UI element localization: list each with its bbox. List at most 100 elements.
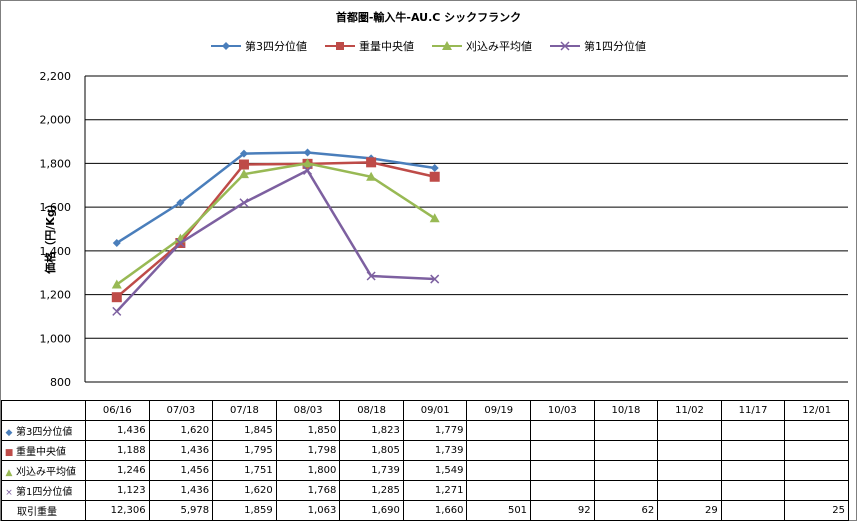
data-label — [466, 420, 532, 441]
data-label: 1,805 — [339, 440, 404, 461]
data-label: 1,285 — [339, 480, 404, 501]
row-header: ▲ 刈込み平均値 — [1, 460, 86, 481]
legend-label: 重量中央値 — [359, 40, 414, 53]
data-label — [657, 440, 722, 461]
data-point — [430, 164, 439, 173]
data-point — [239, 149, 248, 158]
data-point — [303, 148, 312, 157]
data-label — [593, 460, 659, 481]
data-label — [466, 460, 532, 481]
legend-swatch — [325, 42, 355, 50]
data-label: 92 — [530, 500, 595, 521]
data-point — [112, 238, 121, 247]
legend-label: 第3四分位値 — [245, 40, 307, 53]
data-point — [366, 271, 376, 281]
data-label — [530, 460, 595, 481]
table-row: ■ 重量中央値 1,188 1,436 1,795 1,798 1,805 1,739 — [1, 440, 849, 461]
table-row: ▲ 刈込み平均値 1,246 1,456 1,751 1,800 1,739 1,549 — [1, 460, 849, 481]
data-point — [239, 198, 249, 208]
data-label — [593, 420, 659, 441]
data-label: 1,436 — [148, 440, 214, 461]
data-label — [784, 480, 849, 501]
data-label: 62 — [593, 500, 659, 521]
chart-title: 首都圏-輸入牛-AU.C シックフランク — [335, 11, 522, 24]
x-tick-label: 09/01 — [402, 400, 468, 421]
legend-item: 第1四分位値 — [550, 38, 646, 54]
data-label: 1,739 — [402, 440, 468, 461]
data-label — [530, 480, 595, 501]
row-header: ◆ 第3四分位値 — [1, 420, 86, 441]
series-line-4 — [115, 168, 435, 313]
legend-swatch — [211, 42, 241, 50]
row-label: 第1四分位値 — [16, 487, 73, 498]
plot-area: 800 1,000 1,200 1,400 1,600 1,800 2,000 2,200 — [40, 70, 848, 389]
table-row: 取引重量 12,306 5,978 1,859 1,063 1,690 1,660 501 92… — [1, 500, 849, 521]
data-point — [429, 213, 440, 223]
data-point — [176, 198, 185, 207]
legend-key-icon: × — [5, 488, 13, 498]
data-point — [238, 159, 249, 170]
x-tick-label: 09/19 — [466, 400, 532, 421]
y-tick-label: 1,800 — [40, 157, 72, 170]
data-label: 1,436 — [85, 420, 150, 441]
row-label: 刈込み平均値 — [16, 467, 76, 478]
data-label — [530, 420, 595, 441]
legend-label: 第1四分位値 — [584, 40, 646, 53]
legend-key-icon: ▲ — [5, 468, 13, 478]
data-label: 1,123 — [85, 480, 150, 501]
data-label — [720, 440, 786, 461]
data-label: 5,978 — [148, 500, 214, 521]
data-label — [466, 480, 532, 501]
data-label: 1,436 — [148, 480, 214, 501]
y-tick-label: 1,400 — [40, 245, 72, 258]
legend-key-icon: ◆ — [5, 428, 13, 438]
data-label: 1,798 — [275, 440, 341, 461]
y-tick-label: 1,200 — [40, 289, 72, 302]
row-header: 取引重量 — [1, 500, 86, 521]
data-label: 25 — [784, 500, 849, 521]
data-point — [238, 169, 249, 179]
data-label: 1,739 — [339, 460, 404, 481]
table-row: ◆ 第3四分位値 1,436 1,620 1,845 1,850 1,823 1,779 — [1, 420, 849, 441]
x-tick-label: 11/02 — [657, 400, 722, 421]
data-label: 1,660 — [402, 500, 468, 521]
series-line-1 — [116, 151, 435, 245]
data-point — [366, 171, 377, 181]
series-line-2 — [115, 161, 435, 299]
y-tick-label: 1,600 — [40, 201, 72, 214]
data-label: 1,620 — [148, 420, 214, 441]
data-label: 1,859 — [212, 500, 277, 521]
x-tick-label: 07/18 — [212, 400, 277, 421]
data-point — [303, 165, 313, 175]
y-tick-label: 800 — [50, 376, 71, 389]
x-tick-label: 10/03 — [530, 400, 595, 421]
data-label: 501 — [466, 500, 532, 521]
data-label: 1,690 — [339, 500, 404, 521]
data-point — [111, 279, 122, 289]
data-label: 1,823 — [339, 420, 404, 441]
data-label — [784, 420, 849, 441]
data-point — [430, 274, 440, 284]
data-label: 1,063 — [275, 500, 341, 521]
y-tick-label: 2,200 — [40, 70, 72, 83]
data-table: 06/16 07/03 07/18 08/03 08/18 09/01 09/19 10/03… — [1, 400, 849, 521]
table-row: × 第1四分位値 1,123 1,436 1,620 1,768 1,285 1,271 — [1, 480, 849, 501]
data-label: 29 — [657, 500, 722, 521]
data-label — [720, 460, 786, 481]
data-point — [429, 171, 440, 182]
data-label: 1,620 — [212, 480, 277, 501]
x-tick-label: 08/03 — [275, 400, 341, 421]
data-label: 1,779 — [402, 420, 468, 441]
data-label — [530, 440, 595, 461]
series-line-3 — [116, 162, 436, 286]
data-label: 1,768 — [275, 480, 341, 501]
data-label: 1,850 — [275, 420, 341, 441]
data-label: 12,306 — [85, 500, 150, 521]
data-label: 1,800 — [275, 460, 341, 481]
data-label — [720, 500, 786, 521]
data-label — [593, 480, 659, 501]
data-label — [657, 480, 722, 501]
x-tick-label: 11/17 — [720, 400, 786, 421]
legend-item: 重量中央値 — [325, 38, 414, 54]
data-label — [784, 460, 849, 481]
